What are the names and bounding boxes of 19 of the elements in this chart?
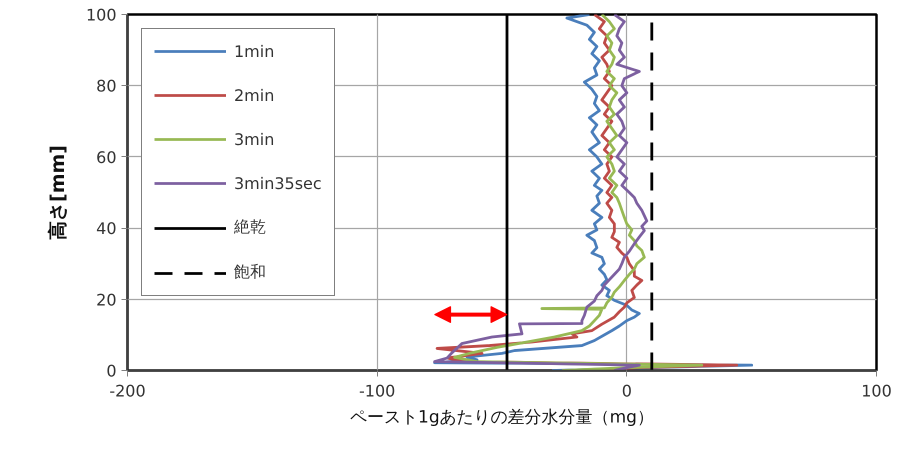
- line-series: [433, 14, 648, 370]
- x-tick-label: 0: [622, 382, 632, 400]
- x-tick-label: 100: [861, 382, 892, 400]
- y-tick-label: 40: [96, 219, 116, 238]
- legend-label: 飽和: [234, 262, 266, 283]
- x-tick-label: -200: [109, 382, 146, 400]
- x-tick-label: -100: [359, 382, 396, 400]
- legend-label: 3min35sec: [234, 173, 322, 193]
- y-tick-label: 60: [96, 148, 116, 167]
- legend-label: 3min: [234, 129, 274, 149]
- y-tick-label: 20: [96, 290, 116, 310]
- y-tick-label: 0: [106, 362, 117, 380]
- legend-label: 2min: [234, 85, 274, 105]
- y-axis-title: 高さ[mm]: [46, 145, 69, 240]
- y-tick-label: 80: [96, 76, 116, 96]
- legend-label: 絶乾: [234, 217, 266, 238]
- legend-label: 1min: [234, 41, 274, 61]
- x-axis-title: ペースト1gあたりの差分水分量（mg）: [350, 408, 654, 428]
- y-tick-label: 100: [86, 6, 117, 24]
